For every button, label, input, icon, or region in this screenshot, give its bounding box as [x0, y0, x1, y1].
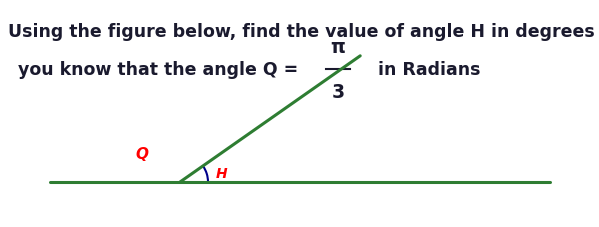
- Text: Q: Q: [135, 147, 149, 162]
- Text: Using the figure below, find the value of angle H in degrees if: Using the figure below, find the value o…: [8, 23, 599, 41]
- Text: 3: 3: [331, 83, 344, 101]
- Text: in Radians: in Radians: [366, 61, 480, 79]
- Text: π: π: [331, 38, 346, 57]
- Text: you know that the angle Q =: you know that the angle Q =: [18, 61, 304, 79]
- Text: H: H: [216, 166, 228, 180]
